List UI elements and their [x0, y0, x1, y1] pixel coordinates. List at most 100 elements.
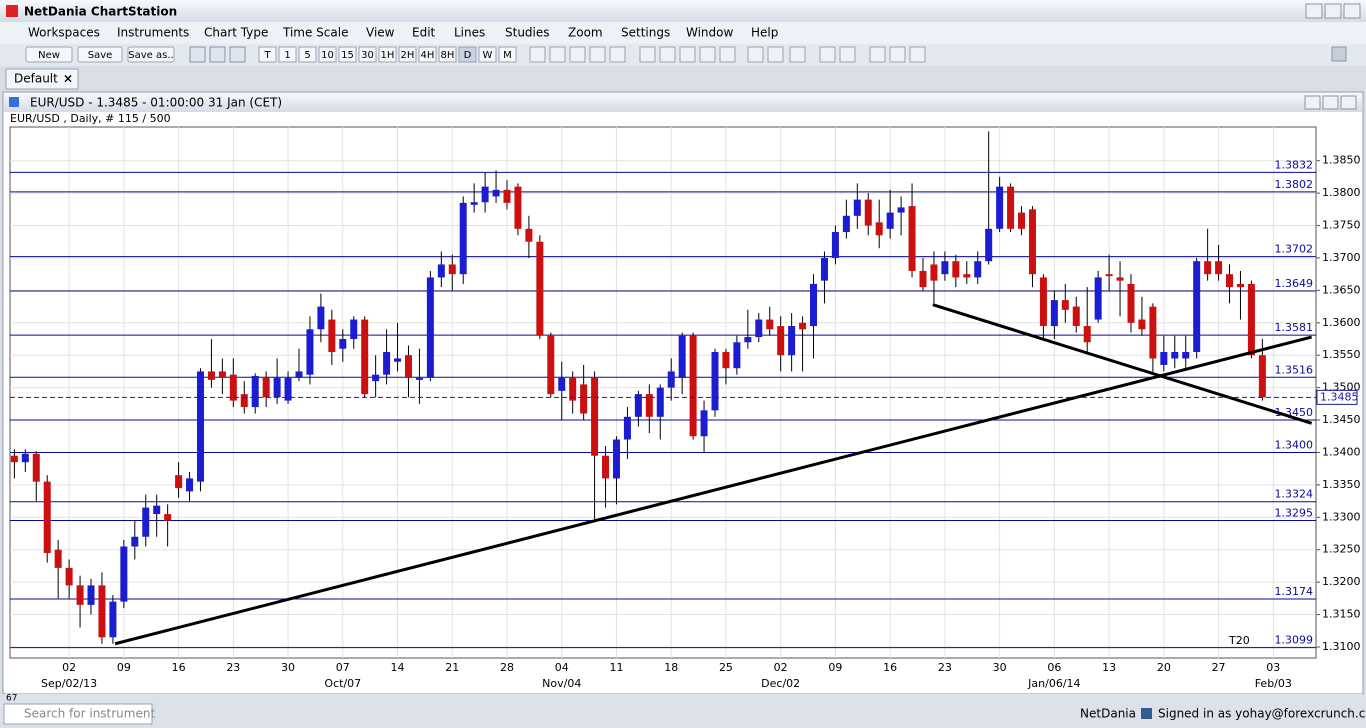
- candle-body: [503, 189, 511, 203]
- timescale-button[interactable]: [338, 46, 357, 63]
- tool-icon[interactable]: [869, 46, 886, 63]
- menu-item[interactable]: Instruments: [117, 26, 189, 40]
- tool-icon[interactable]: [699, 46, 716, 63]
- candle-body: [361, 319, 369, 395]
- timescale-button[interactable]: [278, 46, 297, 63]
- tab-bar: [0, 66, 1366, 90]
- candle-body: [218, 371, 226, 378]
- maximize[interactable]: [1322, 95, 1339, 110]
- menu-item[interactable]: Studies: [505, 26, 550, 40]
- y-tick-label: 1.3800: [1322, 186, 1361, 199]
- minimize[interactable]: [1304, 95, 1321, 110]
- candle-body: [963, 274, 971, 278]
- candle-body: [744, 337, 752, 343]
- candle-body: [481, 186, 489, 203]
- tool-icon[interactable]: [819, 46, 836, 63]
- candle-body: [459, 202, 467, 275]
- candle-body: [645, 394, 653, 417]
- menu-item[interactable]: Lines: [454, 26, 485, 40]
- menu-item[interactable]: Time Scale: [282, 26, 348, 40]
- tool-icon[interactable]: [529, 46, 546, 63]
- timescale-button[interactable]: [358, 46, 377, 63]
- candle-body: [766, 319, 774, 330]
- candle-body: [1160, 351, 1168, 365]
- toolbar-button[interactable]: [77, 46, 123, 63]
- x-tick-label: 02: [62, 661, 76, 674]
- menu-item[interactable]: Workspaces: [28, 26, 100, 40]
- timescale-button[interactable]: [478, 46, 497, 63]
- zoom-level: 67: [6, 694, 17, 704]
- tool-icon[interactable]: [789, 46, 806, 63]
- tool-icon[interactable]: [909, 46, 926, 63]
- tool-icon[interactable]: [569, 46, 586, 63]
- tool-icon[interactable]: [549, 46, 566, 63]
- chart-window-title-bar: [4, 93, 1362, 112]
- x-tick-label: 23: [226, 661, 240, 674]
- candle-body: [32, 453, 40, 482]
- timescale-button[interactable]: [258, 46, 277, 63]
- chart-type-icon[interactable]: [229, 46, 246, 63]
- close[interactable]: [1340, 95, 1357, 110]
- candle-body: [142, 507, 150, 537]
- tool-icon[interactable]: [659, 46, 676, 63]
- toolbar-toggle[interactable]: [1331, 46, 1347, 62]
- tool-icon[interactable]: [719, 46, 736, 63]
- toolbar-button[interactable]: [25, 46, 73, 63]
- candle-body: [558, 377, 566, 391]
- y-tick-label: 1.3700: [1322, 251, 1361, 264]
- window-controls[interactable]: [1305, 3, 1361, 19]
- tool-icon[interactable]: [747, 46, 764, 63]
- tool-icon[interactable]: [839, 46, 856, 63]
- candle-body: [404, 355, 412, 378]
- candle-body: [372, 374, 380, 382]
- menu-item[interactable]: Settings: [621, 26, 670, 40]
- tool-icon[interactable]: [679, 46, 696, 63]
- menu-item[interactable]: Chart Type: [204, 26, 268, 40]
- chart-type-icon[interactable]: [209, 46, 226, 63]
- app-icon: [6, 5, 18, 17]
- tool-icon[interactable]: [639, 46, 656, 63]
- candle-body: [76, 585, 84, 605]
- timescale-button[interactable]: [378, 46, 397, 63]
- chart-window-controls[interactable]: [1304, 95, 1357, 110]
- candle-body: [689, 335, 697, 437]
- candle-body: [175, 475, 183, 489]
- menu-item[interactable]: Zoom: [568, 26, 603, 40]
- tab-close[interactable]: ×: [63, 72, 73, 86]
- tool-icon[interactable]: [889, 46, 906, 63]
- close[interactable]: [1343, 3, 1361, 19]
- candle-body: [273, 377, 281, 398]
- tool-icon[interactable]: [589, 46, 606, 63]
- candle-body: [229, 374, 237, 401]
- chart-type-icon[interactable]: [189, 46, 206, 63]
- tool-icon[interactable]: [609, 46, 626, 63]
- timescale-label: 10: [321, 50, 334, 61]
- toolbar-button[interactable]: [127, 46, 175, 63]
- candle-body: [1072, 306, 1080, 327]
- menu-item[interactable]: Window: [686, 26, 734, 40]
- candle-body: [43, 481, 51, 553]
- timescale-button[interactable]: [498, 46, 517, 63]
- menu-item[interactable]: View: [366, 26, 395, 40]
- x-tick-label: 03: [1266, 661, 1280, 674]
- candle-body: [908, 206, 916, 271]
- timescale-label: 5: [304, 50, 310, 61]
- maximize[interactable]: [1324, 3, 1342, 19]
- menu-item[interactable]: Edit: [412, 26, 436, 40]
- timescale-label: 15: [341, 50, 354, 61]
- tab[interactable]: [5, 68, 79, 90]
- search-placeholder: Search for instrument: [24, 707, 155, 721]
- timescale-button[interactable]: [398, 46, 417, 63]
- candle-body: [733, 342, 741, 369]
- timescale-button[interactable]: [318, 46, 337, 63]
- candle-body: [985, 228, 993, 262]
- menu-item[interactable]: Help: [751, 26, 778, 40]
- tool-icon[interactable]: [767, 46, 784, 63]
- timescale-button[interactable]: [458, 46, 477, 63]
- timescale-button[interactable]: [438, 46, 457, 63]
- timescale-button[interactable]: [298, 46, 317, 63]
- minimize[interactable]: [1305, 3, 1323, 19]
- search-input[interactable]: [3, 703, 153, 725]
- timescale-button[interactable]: [418, 46, 437, 63]
- candle-body: [952, 261, 960, 278]
